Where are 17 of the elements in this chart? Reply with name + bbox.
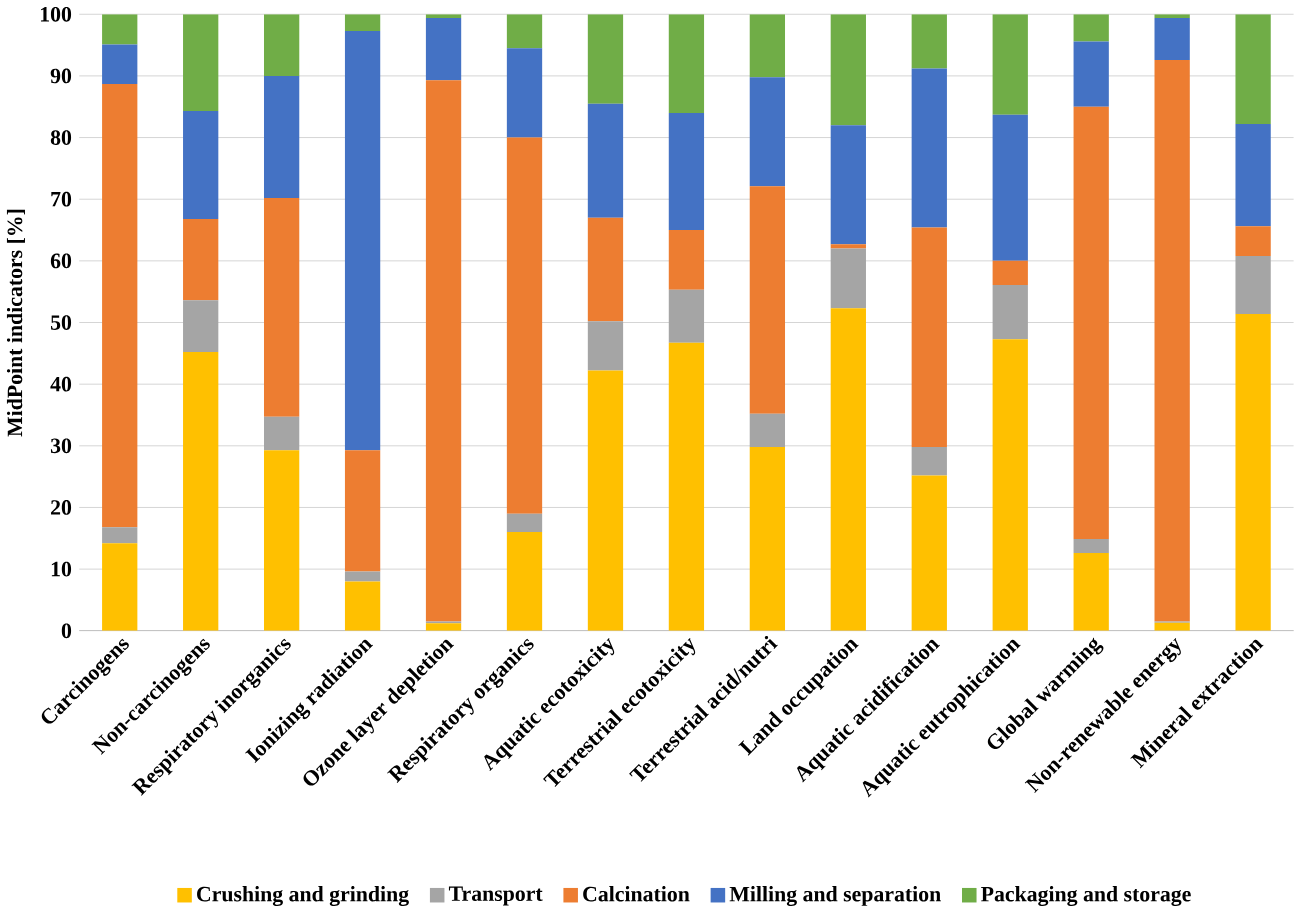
y-tick-label: 50 [50, 315, 72, 331]
legend-label: Packaging and storage [981, 886, 1191, 907]
legend-label: Milling and separation [729, 886, 941, 907]
y-tick-label: 0 [61, 623, 72, 639]
y-tick-label: 10 [51, 561, 72, 577]
legend-label: Crushing and grinding [197, 886, 409, 907]
y-tick-label: 90 [50, 68, 72, 84]
legend-label: Calcination [583, 886, 690, 902]
y-tick-label: 70 [51, 192, 72, 207]
y-tick-label: 60 [50, 253, 72, 269]
y-tick-label: 30 [50, 438, 72, 454]
y-tick-label: 40 [50, 377, 72, 392]
y-tick-label: 80 [50, 130, 72, 146]
y-axis-title: MidPoint indicators [%] [6, 209, 25, 437]
y-tick-label: 20 [51, 500, 72, 516]
legend-label: Transport [448, 886, 543, 906]
y-tick-label: 100 [40, 7, 72, 22]
